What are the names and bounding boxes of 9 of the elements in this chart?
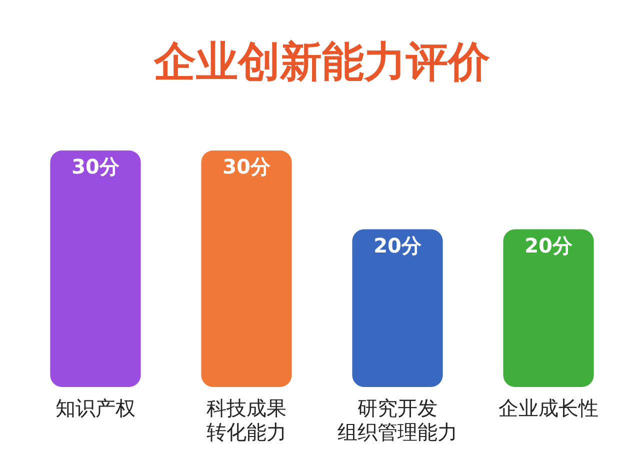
data-label: 30分 bbox=[222, 154, 272, 179]
data-label: 30分 bbox=[72, 154, 120, 179]
x-tick-label: 企业成长性 bbox=[498, 396, 598, 420]
x-tick-label: 科技成果转化能力 bbox=[206, 396, 286, 444]
x-tick-label: 知识产权 bbox=[56, 396, 136, 420]
chart-title: 企业创新能力评价 bbox=[153, 37, 491, 86]
data-label: 20分 bbox=[374, 233, 422, 258]
data-label: 20分 bbox=[524, 233, 574, 258]
x-tick-label: 研究开发组织管理能力 bbox=[338, 396, 458, 444]
